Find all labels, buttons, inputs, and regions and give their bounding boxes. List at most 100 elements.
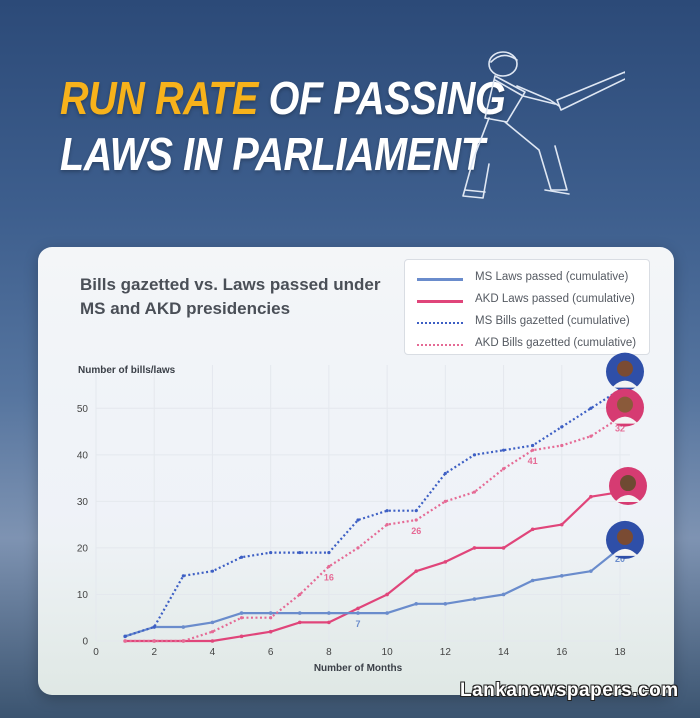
data-point: [414, 518, 418, 522]
x-tick-label: 18: [614, 647, 626, 658]
data-point: [559, 574, 564, 578]
legend-label: AKD Laws passed (cumulative): [475, 293, 635, 305]
data-point: [327, 564, 331, 569]
data-point: [298, 592, 302, 597]
headline-line1: OF PASSING: [258, 72, 506, 124]
data-point: [356, 546, 360, 550]
series-line-0: [124, 547, 621, 638]
x-tick-label: 16: [556, 647, 568, 658]
data-point: [443, 471, 447, 476]
avatar: [606, 352, 644, 391]
x-axis-label: Number of Months: [314, 663, 403, 674]
chart-card: Bills gazetted vs. Laws passed under MS …: [38, 247, 674, 695]
headline: RUN RATE OF PASSING LAWS IN PARLIAMENT: [60, 70, 506, 182]
watermark: Lankanewspapers.com: [460, 680, 679, 701]
data-point: [559, 522, 564, 527]
avatar: [609, 467, 647, 506]
data-point: [298, 550, 302, 555]
y-axis-label: Number of bills/laws: [78, 365, 176, 376]
data-label: 41: [528, 456, 538, 466]
data-point: [239, 555, 244, 559]
legend-label: AKD Bills gazetted (cumulative): [475, 337, 637, 349]
data-label: 20: [615, 554, 625, 564]
x-tick-label: 14: [498, 647, 510, 658]
data-point: [443, 601, 448, 606]
data-point: [414, 601, 419, 606]
x-tick-label: 12: [440, 647, 452, 658]
data-label: 32: [615, 424, 625, 434]
y-tick-label: 40: [77, 450, 89, 461]
x-tick-label: 2: [151, 647, 157, 658]
data-point: [560, 425, 564, 429]
x-tick-label: 8: [326, 647, 332, 658]
data-point: [297, 620, 302, 625]
data-point: [356, 518, 360, 522]
data-point: [414, 569, 419, 573]
data-point: [443, 560, 448, 564]
chart-title: Bills gazetted vs. Laws passed under MS …: [80, 275, 381, 318]
data-point: [356, 606, 360, 611]
data-point: [297, 611, 302, 615]
series-line-1: [125, 491, 621, 643]
x-tick-label: 10: [382, 647, 394, 658]
data-point: [181, 625, 186, 629]
data-point: [356, 611, 360, 615]
headline-highlight: RUN RATE: [60, 72, 259, 124]
data-point: [414, 509, 418, 513]
y-tick-label: 0: [82, 637, 88, 648]
y-tick-label: 50: [77, 404, 89, 415]
data-point: [531, 443, 535, 448]
data-point: [385, 611, 389, 615]
data-point: [531, 448, 535, 452]
data-point: [181, 639, 185, 643]
avatar: [606, 520, 644, 559]
legend-label: MS Laws passed (cumulative): [475, 271, 629, 283]
data-point: [501, 448, 506, 452]
data-point: [123, 639, 127, 643]
data-point: [123, 634, 127, 638]
x-tick-label: 0: [93, 647, 99, 658]
cricket-batsman-illustration: [462, 51, 625, 199]
data-label: 7: [355, 619, 360, 629]
data-point: [385, 523, 389, 527]
y-tick-label: 10: [77, 590, 89, 601]
data-point: [501, 467, 506, 471]
data-point: [472, 490, 477, 494]
data-point: [443, 499, 447, 503]
data-point: [152, 639, 156, 643]
data-point: [239, 634, 244, 639]
data-point: [589, 494, 593, 499]
data-point: [589, 434, 593, 438]
y-tick-label: 30: [77, 497, 89, 508]
data-point: [210, 639, 215, 643]
data-point: [385, 509, 389, 513]
data-point: [472, 453, 477, 457]
data-point: [269, 550, 273, 555]
headline-line2: LAWS IN PARLIAMENT: [60, 128, 485, 180]
data-point: [472, 597, 477, 601]
data-point: [181, 574, 185, 578]
data-point: [560, 443, 564, 448]
data-label: 16: [324, 573, 334, 583]
data-point: [472, 546, 477, 550]
series-line-2: [124, 388, 621, 638]
y-tick-label: 20: [77, 543, 89, 554]
data-point: [501, 592, 506, 597]
x-tick-label: 6: [268, 647, 274, 658]
data-point: [268, 629, 273, 634]
data-point: [327, 611, 331, 615]
data-point: [327, 620, 331, 625]
data-point: [385, 592, 389, 597]
data-point: [210, 630, 215, 634]
data-point: [239, 616, 244, 620]
avatar: [606, 388, 644, 427]
data-point: [152, 625, 156, 629]
data-point: [589, 406, 593, 410]
x-tick-label: 4: [210, 647, 216, 658]
series-line-3: [125, 416, 621, 643]
data-point: [589, 569, 593, 573]
data-point: [269, 616, 273, 620]
data-point: [210, 620, 215, 625]
data-point: [530, 578, 535, 583]
data-label: 26: [411, 526, 421, 536]
